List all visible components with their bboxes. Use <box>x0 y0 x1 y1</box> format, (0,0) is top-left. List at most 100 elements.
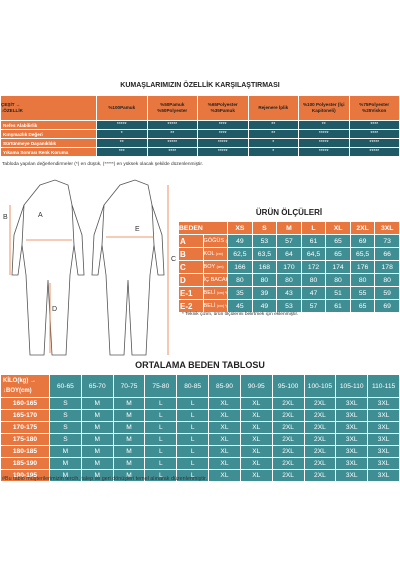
cell: M <box>80 409 114 422</box>
cell: XL <box>208 397 241 410</box>
cell: 69 <box>349 234 376 248</box>
column-header: 70-75 <box>112 374 146 398</box>
cell: L <box>176 445 210 458</box>
cell: 3XL <box>367 397 400 410</box>
cell: L <box>176 457 210 470</box>
cell: ***** <box>298 129 350 139</box>
cell: M <box>80 433 114 446</box>
cell: L <box>144 457 178 470</box>
cell: 73 <box>374 234 400 248</box>
row-label: 185-190 <box>0 457 50 470</box>
cell: M <box>112 397 146 410</box>
cell: 2XL <box>271 397 305 410</box>
cell: 62,5 <box>227 247 253 261</box>
cell: 80 <box>276 273 302 287</box>
cell: 61 <box>325 299 351 313</box>
row-name-text: BOY <box>203 264 216 270</box>
cell: XL <box>239 409 273 422</box>
cell: 55 <box>349 286 376 300</box>
cell: XL <box>239 433 273 446</box>
cell: 170 <box>276 260 302 274</box>
cell: 49 <box>251 299 278 313</box>
cell: M <box>80 469 114 482</box>
cell: ***** <box>298 138 350 148</box>
cell: M <box>49 445 82 458</box>
cell: ** <box>247 129 299 139</box>
row-label: Yıkama Sonrası Renk Koruma <box>0 147 97 157</box>
average-table: KİLO(kg) → ↓BOY(cm) 60-65 65-70 70-75 75-80 80… <box>0 374 400 482</box>
column-header: 80-85 <box>176 374 210 398</box>
cell: XL <box>208 421 241 434</box>
column-header: 65-70 <box>80 374 114 398</box>
garment-front <box>21 179 75 356</box>
cell: 59 <box>374 286 400 300</box>
cell: XL <box>239 397 273 410</box>
column-header: 3XL <box>374 221 400 235</box>
cell: XL <box>208 457 241 470</box>
cell: 3XL <box>367 469 400 482</box>
cell: 69 <box>374 299 400 313</box>
cell: 3XL <box>335 469 369 482</box>
cell: 3XL <box>335 457 369 470</box>
row-name: BELİ (cm) *gergin hali <box>202 299 229 313</box>
cell: 2XL <box>271 433 305 446</box>
cell: 3XL <box>335 433 369 446</box>
cell: M <box>80 421 114 434</box>
cell: L <box>176 469 210 482</box>
drawing-label: A <box>38 212 43 219</box>
cell: M <box>112 469 146 482</box>
cell: ** <box>298 120 350 130</box>
corner-top: KİLO(kg) → <box>3 378 36 384</box>
cell: 3XL <box>335 409 369 422</box>
row-unit: (cm) *lastiksiz hali <box>217 291 228 295</box>
column-header: %100 Polyester (İçi Kapitoneli) <box>298 95 350 121</box>
average-title: ORTALAMA BEDEN TABLOSU <box>135 360 265 370</box>
cell: 80 <box>227 273 253 287</box>
cell: M <box>80 445 114 458</box>
garment-drawing: B A C D E <box>3 179 176 356</box>
cell: L <box>144 421 178 434</box>
row-label: Nefes Alabilirlik <box>0 120 97 130</box>
corner-bottom: ↓BOY(cm) <box>3 388 32 394</box>
cell: M <box>112 433 146 446</box>
drawing-label: E <box>135 226 140 233</box>
cell: ***** <box>197 138 249 148</box>
cell: M <box>112 421 146 434</box>
column-header: 110-115 <box>367 374 400 398</box>
row-name-text: BELİ <box>203 303 216 309</box>
garment-front-sleeves <box>11 204 85 276</box>
cell: ***** <box>348 147 400 157</box>
row-name-text: BELİ <box>203 290 216 296</box>
cell: ***** <box>197 147 249 157</box>
cell: ***** <box>146 120 198 130</box>
table-row: B KOL (cm) 62,5 63,5 64 64,5 65 65,5 66 <box>178 247 400 261</box>
column-header: S <box>251 221 278 235</box>
table-row: Sürtünmeye Dayanıklılık ** ***** ***** * ****… <box>0 138 400 148</box>
cell: **** <box>348 129 400 139</box>
column-header: BEDEN <box>177 221 229 235</box>
cell: 172 <box>300 260 327 274</box>
cell: XL <box>208 409 241 422</box>
column-header: %50Pamuk %50Polyester <box>146 95 198 121</box>
cell: 166 <box>227 260 253 274</box>
cell: 3XL <box>367 421 400 434</box>
cell: XL <box>239 469 273 482</box>
cell: XL <box>208 469 241 482</box>
sizes-title: ÜRÜN ÖLÇÜLERİ <box>255 208 323 217</box>
table-row: 165-170 S M M L L XL XL 2XL 2XL 3XL 3XL <box>0 409 400 422</box>
cell: L <box>144 469 178 482</box>
row-label: 190-195 <box>0 469 50 482</box>
cell: XL <box>239 457 273 470</box>
table-row: 190-195 M M M L L XL XL 2XL 2XL 3XL 3XL <box>0 469 400 482</box>
cell: M <box>80 457 114 470</box>
cell: 2XL <box>271 457 305 470</box>
row-unit: (cm) <box>215 252 223 256</box>
cell: **** <box>146 147 198 157</box>
row-unit: (cm) <box>225 239 227 243</box>
cell: S <box>49 397 82 410</box>
row-name: İÇ BACAK (cm) <box>202 273 229 287</box>
cell: 174 <box>325 260 351 274</box>
cell: 2XL <box>303 421 337 434</box>
garment-back-sleeves <box>91 204 165 276</box>
header-row: BEDEN XS S M L XL 2XL 3XL <box>177 221 400 235</box>
